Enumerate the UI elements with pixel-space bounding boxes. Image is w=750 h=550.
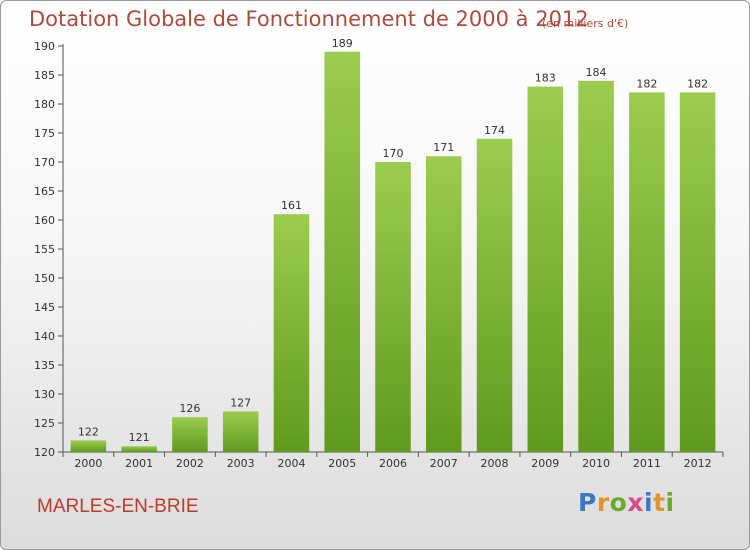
- x-tick-label: 2000: [74, 457, 102, 470]
- x-tick-label: 2007: [430, 457, 458, 470]
- value-label-2005: 189: [332, 37, 353, 50]
- y-tick-label: 120: [34, 446, 55, 459]
- bar-2001: [121, 446, 157, 452]
- x-tick-label: 2002: [176, 457, 204, 470]
- x-tick-label: 2003: [227, 457, 255, 470]
- bar-2006: [375, 162, 411, 452]
- value-label-2010: 184: [586, 66, 607, 79]
- y-tick-label: 190: [34, 40, 55, 53]
- chart-subtitle: (en milliers d'€): [542, 17, 629, 30]
- value-label-2004: 161: [281, 199, 302, 212]
- y-tick-label: 175: [34, 127, 55, 140]
- x-tick-label: 2004: [277, 457, 305, 470]
- logo-letter: P: [578, 488, 597, 517]
- proxiti-logo: Proxiti: [578, 488, 675, 517]
- x-tick-label: 2009: [531, 457, 559, 470]
- value-label-2009: 183: [535, 72, 556, 85]
- x-tick-label: 2011: [633, 457, 661, 470]
- bar-2002: [172, 417, 208, 452]
- logo-letter: o: [609, 488, 628, 517]
- value-label-2007: 171: [433, 141, 454, 154]
- y-tick-label: 150: [34, 272, 55, 285]
- bar-2012: [679, 92, 716, 453]
- bar-2011: [629, 92, 665, 453]
- value-label-2002: 126: [179, 402, 200, 415]
- y-tick-label: 130: [34, 388, 55, 401]
- bar-2010: [578, 80, 614, 453]
- y-tick-label: 160: [34, 214, 55, 227]
- bar-2004: [273, 214, 310, 452]
- value-label-2011: 182: [636, 77, 657, 90]
- bar-2005: [324, 51, 360, 453]
- logo-letter: r: [596, 488, 610, 517]
- value-label-2003: 127: [230, 396, 251, 409]
- x-tick-label: 2008: [481, 457, 509, 470]
- x-tick-label: 2010: [582, 457, 610, 470]
- chart-bars: [70, 51, 716, 453]
- y-tick-label: 125: [34, 417, 55, 430]
- chart-labels: 120 125 130 135 140 145 150 155 160 165 170 175 180 1…: [34, 37, 712, 470]
- bar-2003: [222, 411, 259, 452]
- y-tick-label: 165: [34, 185, 55, 198]
- y-tick-label: 155: [34, 243, 55, 256]
- x-tick-label: 2012: [684, 457, 712, 470]
- bar-2009: [527, 86, 564, 452]
- value-label-2000: 122: [78, 425, 99, 438]
- bar-2008: [476, 138, 513, 453]
- logo-letter: i: [644, 488, 654, 517]
- y-tick-label: 180: [34, 98, 55, 111]
- bar-2000: [70, 440, 107, 452]
- logo-letter: x: [627, 488, 644, 517]
- x-tick-label: 2001: [125, 457, 153, 470]
- value-label-2001: 121: [129, 431, 150, 444]
- commune-name: MARLES-EN-BRIE: [37, 496, 199, 517]
- value-label-2008: 174: [484, 124, 505, 137]
- chart-title: Dotation Globale de Fonctionnement de 20…: [29, 7, 589, 31]
- value-label-2006: 170: [383, 147, 404, 160]
- y-tick-label: 135: [34, 359, 55, 372]
- value-label-2012: 182: [687, 77, 708, 90]
- y-tick-label: 145: [34, 301, 55, 314]
- x-tick-label: 2005: [328, 457, 356, 470]
- y-tick-label: 140: [34, 330, 55, 343]
- x-tick-label: 2006: [379, 457, 407, 470]
- logo-letter: t: [653, 488, 666, 517]
- y-tick-label: 185: [34, 69, 55, 82]
- bar-2007: [426, 156, 462, 452]
- logo-letter: i: [665, 488, 675, 517]
- y-tick-label: 170: [34, 156, 55, 169]
